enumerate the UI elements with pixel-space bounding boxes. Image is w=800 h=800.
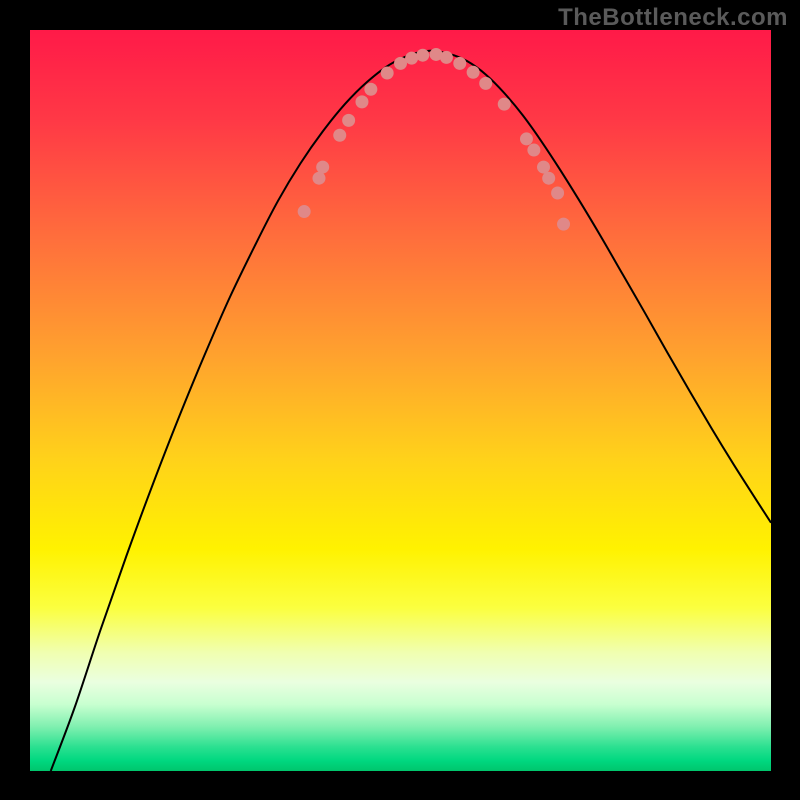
scatter-point — [381, 66, 394, 79]
scatter-point — [467, 66, 480, 79]
scatter-point — [355, 95, 368, 108]
scatter-point — [527, 144, 540, 157]
scatter-point — [342, 114, 355, 127]
scatter-point — [479, 77, 492, 90]
scatter-point — [498, 98, 511, 111]
scatter-point — [537, 161, 550, 174]
scatter-point — [364, 83, 377, 96]
scatter-point — [394, 57, 407, 70]
scatter-point — [440, 51, 453, 64]
scatter-point — [557, 218, 570, 231]
scatter-point — [542, 172, 555, 185]
scatter-point — [405, 52, 418, 65]
chart-viewport: TheBottleneck.com — [0, 0, 800, 800]
curve-layer — [30, 30, 771, 771]
bottleneck-curve — [51, 51, 771, 771]
scatter-point — [316, 161, 329, 174]
scatter-point — [312, 172, 325, 185]
plot-area — [30, 30, 771, 771]
scatter-point — [333, 129, 346, 142]
attribution-label: TheBottleneck.com — [558, 4, 788, 32]
scatter-point — [453, 57, 466, 70]
scatter-point — [551, 187, 564, 200]
scatter-point — [520, 132, 533, 145]
scatter-point — [416, 49, 429, 62]
scatter-point — [298, 205, 311, 218]
scatter-points — [298, 48, 570, 231]
